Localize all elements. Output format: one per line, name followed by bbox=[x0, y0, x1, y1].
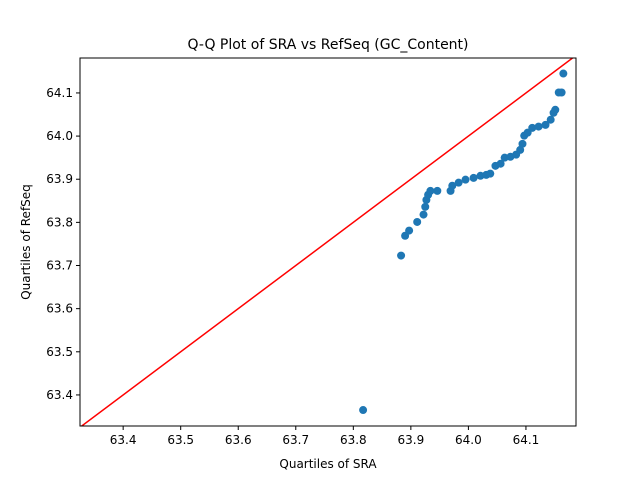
y-tick-label: 63.5 bbox=[46, 345, 73, 359]
x-tick-label: 63.8 bbox=[340, 433, 367, 447]
y-tick-label: 63.9 bbox=[46, 172, 73, 186]
x-tick-label: 63.6 bbox=[225, 433, 252, 447]
y-tick-label: 64.0 bbox=[46, 129, 73, 143]
y-tick-label: 63.7 bbox=[46, 259, 73, 273]
x-tick-label: 63.4 bbox=[110, 433, 137, 447]
point bbox=[559, 69, 568, 78]
point bbox=[551, 105, 560, 114]
point bbox=[397, 251, 406, 260]
x-tick-label: 64.1 bbox=[513, 433, 540, 447]
x-axis-label: Quartiles of SRA bbox=[279, 457, 377, 471]
point bbox=[541, 120, 550, 129]
point bbox=[518, 139, 527, 148]
point bbox=[469, 173, 478, 182]
point bbox=[534, 122, 543, 131]
point bbox=[461, 175, 470, 184]
point bbox=[405, 226, 414, 235]
point bbox=[496, 159, 505, 168]
point bbox=[359, 406, 368, 415]
y-tick-label: 63.8 bbox=[46, 215, 73, 229]
point bbox=[486, 169, 495, 178]
reference-line bbox=[80, 58, 574, 426]
axes-frame bbox=[79, 57, 577, 427]
point bbox=[516, 145, 525, 154]
point bbox=[421, 202, 430, 211]
point bbox=[413, 217, 422, 226]
point bbox=[433, 186, 442, 195]
y-tick-label: 63.6 bbox=[46, 302, 73, 316]
y-tick-label: 64.1 bbox=[46, 86, 73, 100]
y-tick-label: 63.4 bbox=[46, 388, 73, 402]
x-tick-label: 63.9 bbox=[397, 433, 424, 447]
point bbox=[557, 88, 566, 97]
y-axis-label: Quartiles of RefSeq bbox=[19, 184, 33, 300]
point bbox=[454, 178, 463, 187]
chart-title: Q-Q Plot of SRA vs RefSeq (GC_Content) bbox=[187, 37, 468, 53]
point bbox=[426, 186, 435, 195]
x-tick-label: 64.0 bbox=[455, 433, 482, 447]
plot-area bbox=[80, 58, 574, 426]
point bbox=[448, 181, 457, 190]
point bbox=[546, 115, 555, 124]
point bbox=[419, 210, 428, 219]
x-tick-label: 63.7 bbox=[282, 433, 309, 447]
x-tick-label: 63.5 bbox=[167, 433, 194, 447]
point bbox=[528, 123, 537, 132]
